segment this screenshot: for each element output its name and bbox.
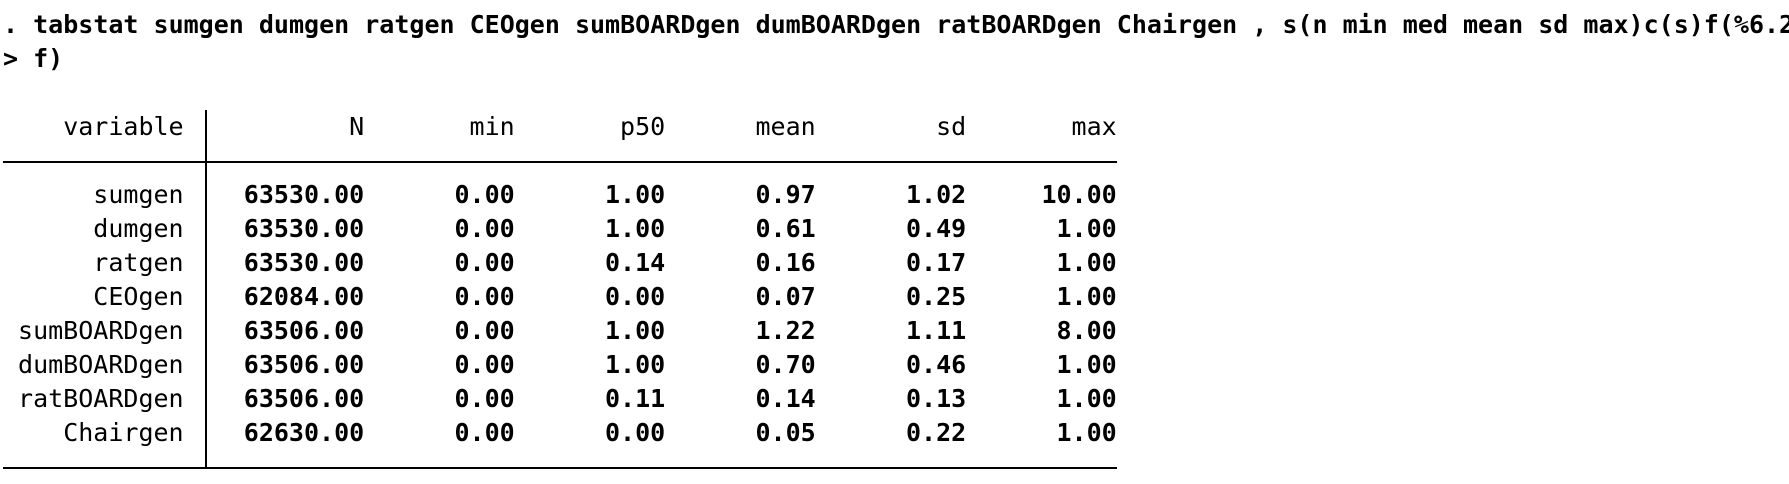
stat-value: 0.49 — [905, 214, 967, 243]
stat-value: 1.02 — [905, 180, 967, 209]
stat-value: 1.00 — [1056, 282, 1117, 311]
stat-value: 63530.00 — [243, 248, 365, 277]
column-separator — [184, 110, 214, 144]
stat-value: 63506.00 — [243, 384, 365, 413]
table-row: CEOgen 62084.00 0.00 0.00 0.07 0.25 1.00 — [3, 280, 1117, 314]
continuation-prompt: > — [3, 44, 34, 73]
stat-value: 1.00 — [1056, 384, 1117, 413]
table-vertical-divider — [205, 110, 208, 468]
stat-value: 62084.00 — [243, 282, 365, 311]
blank-line — [3, 76, 1789, 110]
stat-value: 0.46 — [905, 350, 967, 379]
stat-value: 0.00 — [454, 248, 515, 277]
stat-value: 0.00 — [454, 180, 515, 209]
stat-value: 0.61 — [755, 214, 816, 243]
command-line-1: . tabstat sumgen dumgen ratgen CEOgen su… — [3, 8, 1789, 42]
table-row: dumgen 63530.00 0.00 1.00 0.61 0.49 1.00 — [3, 212, 1117, 246]
column-separator — [184, 382, 214, 416]
column-header-variable: variable — [63, 112, 184, 141]
stat-value: 0.00 — [454, 418, 515, 447]
stat-value: 1.00 — [1056, 248, 1117, 277]
stat-value: 1.00 — [604, 316, 666, 345]
variable-name: Chairgen — [63, 418, 184, 447]
variable-name: ratBOARDgen — [18, 384, 184, 413]
variable-name: ratgen — [93, 248, 184, 277]
stat-value: 0.14 — [604, 248, 666, 277]
stat-value: 0.00 — [454, 350, 515, 379]
table-row: ratBOARDgen 63506.00 0.00 0.11 0.14 0.13 1.00 — [3, 382, 1117, 416]
stat-value: 0.07 — [755, 282, 816, 311]
stat-value: 0.00 — [454, 316, 515, 345]
stat-value: 0.00 — [454, 282, 515, 311]
variable-name: dumgen — [93, 214, 184, 243]
stat-value: 63530.00 — [243, 214, 365, 243]
stat-value: 1.11 — [905, 316, 967, 345]
header-divider-line — [3, 161, 1117, 163]
stat-value: 0.13 — [905, 384, 967, 413]
stat-value: 1.00 — [1056, 418, 1117, 447]
column-separator — [184, 280, 214, 314]
table-row: sumgen 63530.00 0.00 1.00 0.97 1.02 10.00 — [3, 178, 1117, 212]
column-header-p50: p50 — [620, 112, 666, 141]
table-row: sumBOARDgen 63506.00 0.00 1.00 1.22 1.11 8.00 — [3, 314, 1117, 348]
stat-value: 0.22 — [905, 418, 967, 447]
stat-value: 0.97 — [755, 180, 816, 209]
stat-value: 1.00 — [604, 350, 666, 379]
stat-value: 0.70 — [755, 350, 816, 379]
stat-value: 63506.00 — [243, 350, 365, 379]
column-separator — [184, 178, 214, 212]
stat-value: 0.17 — [905, 248, 967, 277]
stat-value: 63506.00 — [243, 316, 365, 345]
command-text: tabstat sumgen dumgen ratgen CEOgen sumB… — [33, 10, 1789, 39]
stat-value: 1.00 — [1056, 350, 1117, 379]
stat-value: 0.25 — [905, 282, 967, 311]
table-body: sumgen 63530.00 0.00 1.00 0.97 1.02 10.00 dumge… — [3, 178, 1117, 450]
stat-value: 0.16 — [755, 248, 816, 277]
stat-value: 0.00 — [454, 214, 515, 243]
variable-name: CEOgen — [93, 282, 184, 311]
stat-value: 63530.00 — [243, 180, 365, 209]
table-row: Chairgen 62630.00 0.00 0.00 0.05 0.22 1.00 — [3, 416, 1117, 450]
column-separator — [184, 314, 214, 348]
stat-value: 0.11 — [604, 384, 666, 413]
stat-value: 0.14 — [755, 384, 816, 413]
table-row: dumBOARDgen 63506.00 0.00 1.00 0.70 0.46 1.00 — [3, 348, 1117, 382]
stat-value: 0.00 — [454, 384, 515, 413]
stat-value: 62630.00 — [243, 418, 365, 447]
column-header-mean: mean — [755, 112, 816, 141]
stat-value: 10.00 — [1041, 180, 1117, 209]
stat-value: 1.22 — [755, 316, 816, 345]
stat-value: 0.00 — [604, 418, 666, 447]
stat-value: 1.00 — [604, 180, 666, 209]
column-separator — [184, 246, 214, 280]
column-header-max: max — [1071, 112, 1117, 141]
variable-name: sumgen — [93, 180, 184, 209]
column-separator — [184, 348, 214, 382]
table-bottom-border-row — [3, 450, 1117, 484]
command-prompt: . — [3, 10, 34, 39]
column-header-sd: sd — [936, 112, 967, 141]
column-header-min: min — [469, 112, 515, 141]
table-bottom-border-line — [3, 467, 1117, 469]
column-separator — [184, 212, 214, 246]
stat-value: 0.05 — [755, 418, 816, 447]
column-separator — [184, 416, 214, 450]
table-row: ratgen 63530.00 0.00 0.14 0.16 0.17 1.00 — [3, 246, 1117, 280]
stat-value: 0.00 — [604, 282, 666, 311]
column-header-n: N — [349, 112, 365, 141]
variable-name: sumBOARDgen — [18, 316, 184, 345]
stat-value: 1.00 — [1056, 214, 1117, 243]
command-text-continued: f) — [33, 44, 64, 73]
stat-value: 8.00 — [1056, 316, 1117, 345]
stat-value: 1.00 — [604, 214, 666, 243]
command-line-2: > f) — [3, 42, 1789, 76]
header-divider-row — [3, 144, 1117, 178]
variable-name: dumBOARDgen — [18, 350, 184, 379]
